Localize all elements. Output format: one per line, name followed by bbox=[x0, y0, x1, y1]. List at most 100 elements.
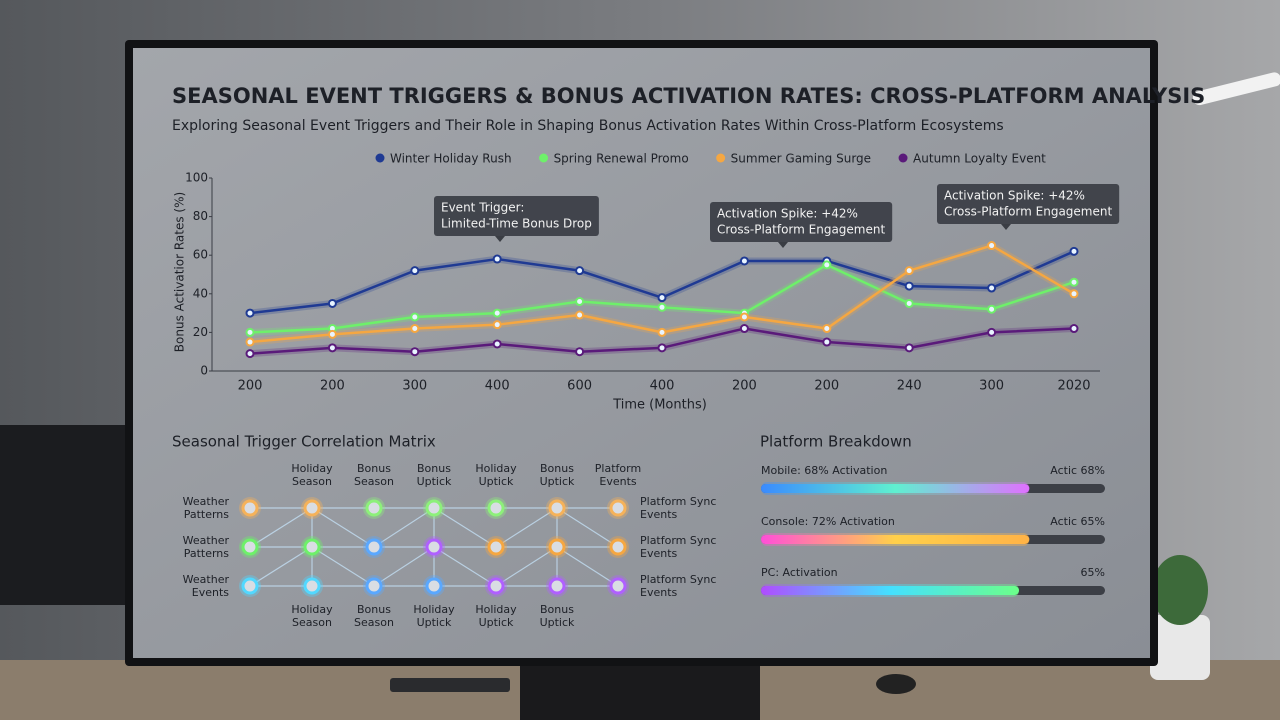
matrix-label: Events bbox=[640, 508, 678, 521]
annotation-text: Limited-Time Bonus Drop bbox=[441, 217, 592, 231]
annotation-box bbox=[434, 196, 599, 236]
matrix-label: Uptick bbox=[540, 616, 575, 629]
matrix-label: Bonus bbox=[540, 462, 574, 475]
data-point bbox=[327, 298, 337, 308]
matrix-label: Platform Sync bbox=[640, 495, 716, 508]
data-point bbox=[492, 320, 502, 330]
matrix-node bbox=[365, 538, 383, 556]
matrix-node bbox=[609, 499, 627, 517]
progress-fill bbox=[761, 484, 1030, 493]
legend-label: Winter Holiday Rush bbox=[390, 152, 512, 166]
data-point bbox=[904, 266, 914, 276]
x-axis-label: Time (Months) bbox=[612, 398, 707, 413]
matrix-label: Uptick bbox=[417, 475, 452, 488]
data-point bbox=[822, 324, 832, 334]
data-point bbox=[1069, 246, 1079, 256]
x-tick-label: 200 bbox=[814, 379, 839, 394]
x-tick-label: 300 bbox=[402, 379, 427, 394]
data-point bbox=[245, 349, 255, 359]
y-tick-label: 40 bbox=[193, 286, 208, 300]
data-point bbox=[1069, 277, 1079, 287]
matrix-node bbox=[609, 538, 627, 556]
x-tick-label: 200 bbox=[732, 379, 757, 394]
data-point bbox=[410, 324, 420, 334]
matrix-label: Events bbox=[599, 475, 637, 488]
annotation: Event Trigger: Limited-Time Bonus Drop bbox=[434, 196, 599, 242]
y-tick-label: 20 bbox=[193, 325, 208, 339]
matrix-label: Bonus bbox=[417, 462, 451, 475]
data-point bbox=[657, 327, 667, 337]
screen bbox=[133, 48, 1150, 658]
matrix-label: Holiday bbox=[413, 603, 455, 616]
data-point bbox=[245, 327, 255, 337]
y-tick-label: 0 bbox=[200, 364, 208, 378]
data-point bbox=[739, 256, 749, 266]
annotation-pointer bbox=[1001, 224, 1011, 230]
y-tick-label: 100 bbox=[185, 171, 208, 185]
data-point bbox=[492, 308, 502, 318]
y-axis-label: Bonus Activatior Rates (%) bbox=[173, 192, 187, 352]
matrix-label: Weather bbox=[183, 534, 230, 547]
matrix-node bbox=[425, 538, 443, 556]
annotation-box bbox=[937, 184, 1120, 224]
legend-swatch bbox=[375, 153, 385, 163]
x-tick-label: 200 bbox=[320, 379, 345, 394]
lamp bbox=[1192, 72, 1280, 106]
annotation-box bbox=[710, 202, 893, 242]
data-point bbox=[492, 339, 502, 349]
annotation-pointer bbox=[778, 242, 788, 248]
chart-subtitle: Exploring Seasonal Event Triggers and Th… bbox=[172, 118, 1004, 134]
legend-label: Summer Gaming Surge bbox=[731, 152, 871, 166]
matrix-label: Bonus bbox=[357, 603, 391, 616]
data-point bbox=[657, 343, 667, 353]
matrix-node bbox=[303, 577, 321, 595]
matrix-label: Platform Sync bbox=[640, 534, 716, 547]
progress-fill bbox=[761, 535, 1030, 544]
matrix-label: Bonus bbox=[357, 462, 391, 475]
matrix-label: Uptick bbox=[540, 475, 575, 488]
data-point bbox=[492, 254, 502, 264]
matrix-node bbox=[241, 577, 259, 595]
data-point bbox=[987, 304, 997, 314]
platform-label: PC: Activation bbox=[761, 566, 838, 579]
data-point bbox=[987, 327, 997, 337]
data-point bbox=[904, 281, 914, 291]
matrix-label: Weather bbox=[183, 573, 230, 586]
matrix-node bbox=[487, 538, 505, 556]
data-point bbox=[904, 298, 914, 308]
data-point bbox=[1069, 324, 1079, 334]
matrix-label: Platform Sync bbox=[640, 573, 716, 586]
matrix-label: Bonus bbox=[540, 603, 574, 616]
data-point bbox=[657, 302, 667, 312]
matrix-edge bbox=[311, 546, 375, 587]
x-tick-label: 400 bbox=[650, 379, 675, 394]
matrix-edge bbox=[249, 507, 313, 548]
matrix-node bbox=[487, 577, 505, 595]
monitor-stand bbox=[520, 665, 760, 720]
data-point bbox=[410, 312, 420, 322]
matrix-node bbox=[303, 538, 321, 556]
matrix-label: Holiday bbox=[475, 462, 517, 475]
data-point bbox=[657, 293, 667, 303]
legend-label: Autumn Loyalty Event bbox=[913, 152, 1046, 166]
matrix-label: Uptick bbox=[479, 616, 514, 629]
data-point bbox=[327, 329, 337, 339]
platform-label: Console: 72% Activation bbox=[761, 515, 895, 528]
x-tick-label: 2020 bbox=[1057, 379, 1090, 394]
matrix-edge bbox=[433, 507, 497, 548]
data-point bbox=[987, 283, 997, 293]
legend-swatch bbox=[898, 153, 908, 163]
legend-swatch bbox=[539, 153, 549, 163]
data-point bbox=[575, 297, 585, 307]
platform-value: Actic 65% bbox=[1050, 515, 1105, 528]
platform-value: 65% bbox=[1081, 566, 1105, 579]
matrix-edge bbox=[495, 507, 558, 548]
matrix-node bbox=[241, 538, 259, 556]
matrix-label: Patterns bbox=[184, 508, 230, 521]
annotation-text: Cross-Platform Engagement bbox=[717, 223, 885, 237]
matrix-node bbox=[487, 499, 505, 517]
platform-label: Mobile: 68% Activation bbox=[761, 464, 887, 477]
matrix-node bbox=[365, 499, 383, 517]
matrix-node bbox=[548, 577, 566, 595]
